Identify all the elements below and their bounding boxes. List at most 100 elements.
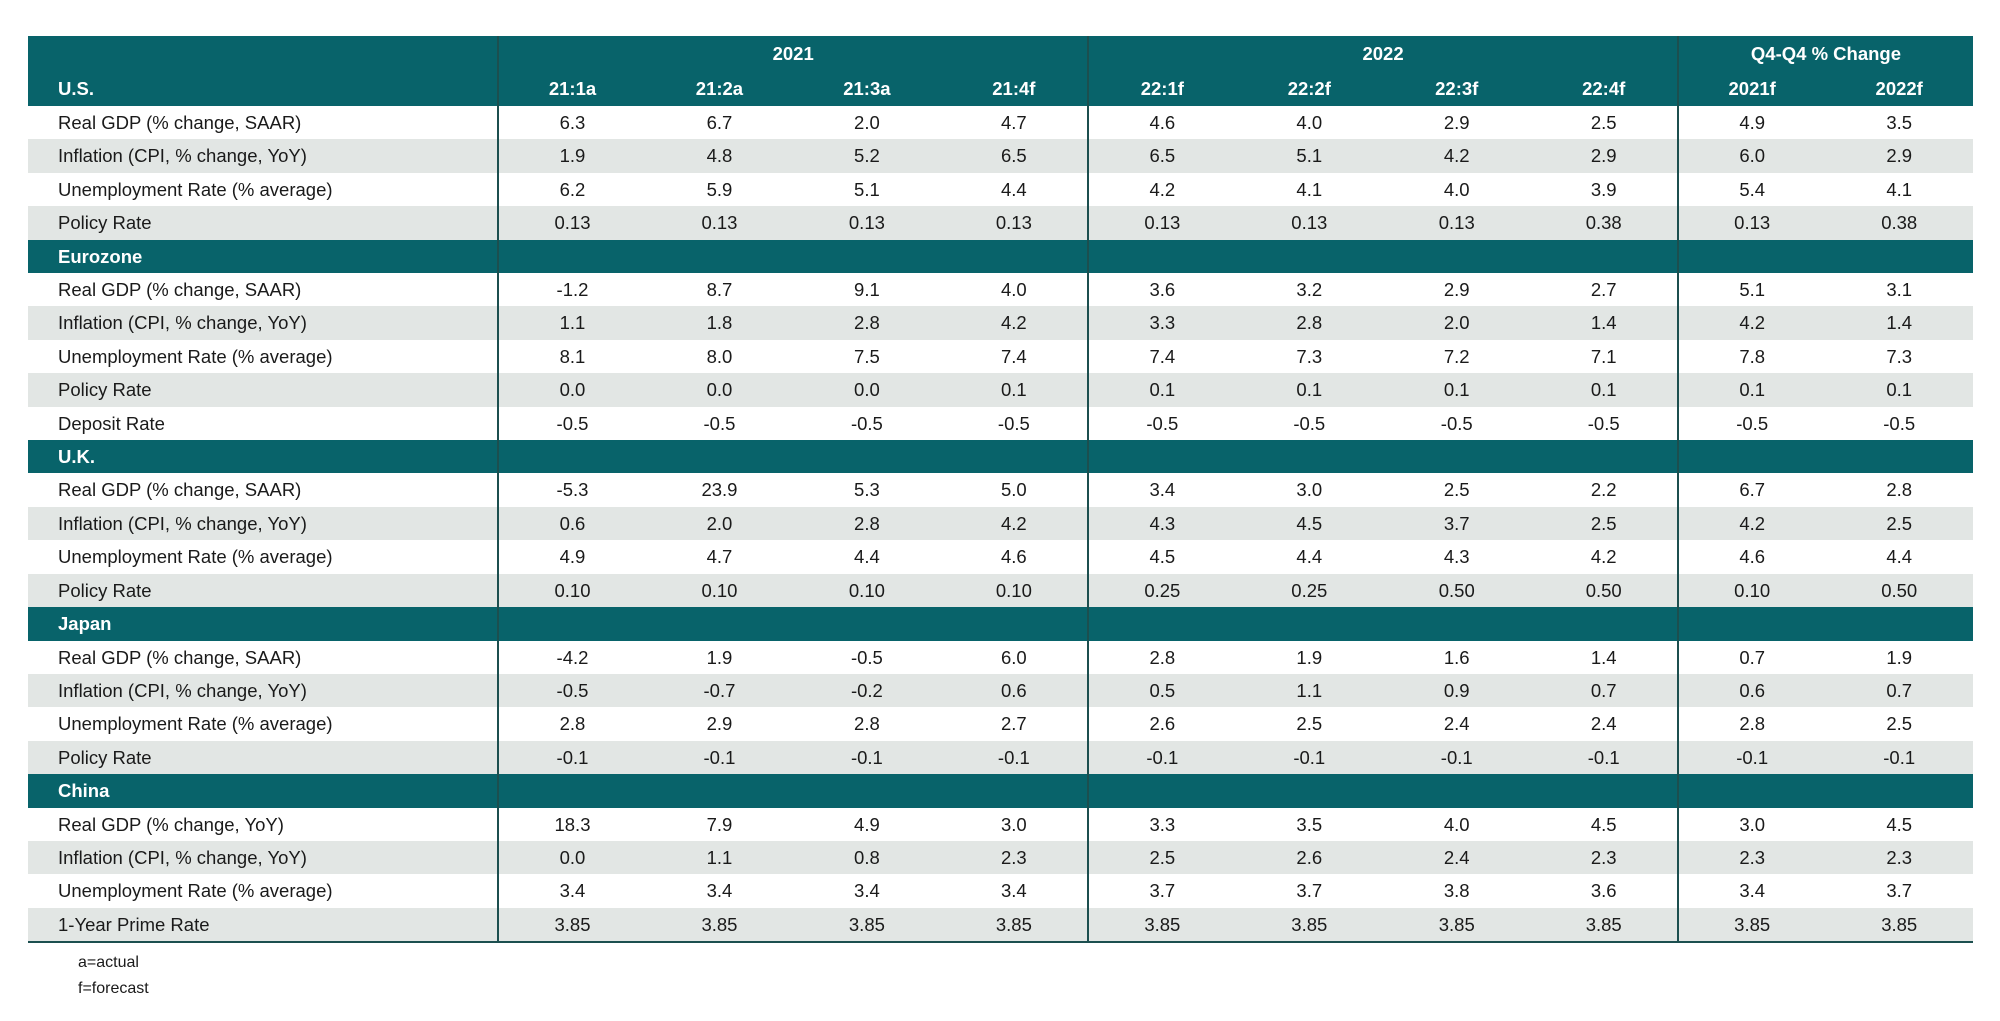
header-group-row: 2021 2022 Q4-Q4 % Change	[28, 36, 1973, 72]
column-header: 21:2a	[645, 72, 794, 106]
table-cell: 2.5	[1530, 106, 1678, 140]
table-cell: 3.3	[1087, 306, 1236, 340]
table-cell: 1.4	[1825, 306, 1973, 340]
section-header-fill	[940, 239, 1089, 274]
table-cell: 4.0	[1383, 807, 1531, 841]
section-header-fill	[1087, 774, 1236, 808]
table-cell: 0.25	[1087, 573, 1236, 608]
table-cell: 0.38	[1530, 206, 1678, 240]
row-label: Real GDP (% change, SAAR)	[28, 273, 499, 307]
table-row: Unemployment Rate (% average) 4.9 4.7 4.4 4.…	[28, 540, 1973, 574]
table-cell: 4.4	[793, 540, 941, 574]
table-cell: 2.4	[1383, 840, 1531, 875]
column-header: 2022f	[1825, 72, 1973, 106]
table-cell: -0.5	[497, 673, 646, 708]
table-cell: 0.6	[940, 673, 1089, 708]
footnotes: a=actual f=forecast	[78, 950, 149, 1002]
table-cell: 0.5	[1087, 673, 1236, 708]
section-header-fill	[497, 774, 646, 808]
table-cell: 2.2	[1530, 473, 1678, 507]
table-cell: -0.5	[497, 406, 646, 441]
table-cell: 0.9	[1383, 673, 1531, 708]
section-header-fill	[1087, 440, 1236, 474]
table-cell: 8.0	[645, 339, 794, 374]
table-cell: 6.2	[497, 172, 646, 207]
table-cell: 7.5	[793, 339, 941, 374]
table-cell: 4.3	[1383, 540, 1531, 574]
group-header-q4-q4-change: Q4-Q4 % Change	[1676, 36, 1973, 72]
table-cell: 0.7	[1530, 673, 1678, 708]
table-cell: 2.8	[793, 707, 941, 741]
table-cell: 4.1	[1235, 172, 1384, 207]
table-cell: -0.2	[793, 673, 941, 708]
row-label: Unemployment Rate (% average)	[28, 540, 499, 574]
section-header-fill	[1087, 607, 1236, 641]
row-label: Real GDP (% change, SAAR)	[28, 473, 499, 507]
table-cell: 3.85	[1825, 907, 1973, 944]
table-cell: 2.5	[1235, 707, 1384, 741]
table-cell: 2.8	[1825, 473, 1973, 507]
table-cell: 3.8	[1383, 874, 1531, 908]
table-cell: 2.9	[1530, 139, 1678, 173]
row-label: Policy Rate	[28, 573, 499, 608]
table-cell: 0.10	[1676, 573, 1826, 608]
table-cell: 4.2	[1676, 306, 1826, 340]
table-row: Inflation (CPI, % change, YoY) 1.1 1.8 2.8 4…	[28, 306, 1973, 340]
table-cell: -0.5	[1087, 406, 1236, 441]
table-cell: 2.5	[1383, 473, 1531, 507]
table-row: Real GDP (% change, SAAR) -4.2 1.9 -0.5 6.0 2…	[28, 640, 1973, 674]
table-cell: 4.3	[1087, 506, 1236, 541]
table-cell: 6.3	[497, 106, 646, 140]
table-cell: 8.7	[645, 273, 794, 307]
table-cell: 2.7	[1530, 273, 1678, 307]
section-header-fill	[1676, 440, 1826, 474]
section-header-row: China	[28, 774, 1973, 808]
table-cell: 0.50	[1383, 573, 1531, 608]
table-cell: 3.7	[1087, 874, 1236, 908]
table-cell: -0.5	[940, 406, 1089, 441]
table-cell: -0.5	[1825, 406, 1973, 441]
column-header: 2021f	[1676, 72, 1826, 106]
table-row: Inflation (CPI, % change, YoY) 0.0 1.1 0.8 2…	[28, 840, 1973, 875]
table-cell: 3.85	[645, 907, 794, 944]
section-header-fill	[793, 440, 941, 474]
table-row: Real GDP (% change, SAAR) 6.3 6.7 2.0 4.7 4.6…	[28, 106, 1973, 140]
table-cell: 2.9	[1383, 273, 1531, 307]
table-cell: 3.4	[1676, 874, 1826, 908]
table-cell: 6.0	[1676, 139, 1826, 173]
table-cell: -0.1	[1676, 740, 1826, 775]
table-cell: -0.1	[1530, 740, 1678, 775]
table-cell: 0.7	[1676, 640, 1826, 674]
table-cell: 4.9	[1676, 106, 1826, 140]
table-row: Inflation (CPI, % change, YoY) 1.9 4.8 5.2 6…	[28, 139, 1973, 173]
table-cell: 0.13	[793, 206, 941, 240]
row-label: Policy Rate	[28, 206, 499, 240]
table-cell: 3.85	[497, 907, 646, 944]
table-cell: 4.5	[1825, 807, 1973, 841]
economic-forecast-table: 2021 2022 Q4-Q4 % Change U.S. 21:1a 21:2…	[28, 36, 1973, 944]
table-cell: 0.1	[1235, 373, 1384, 407]
table-cell: 1.4	[1530, 306, 1678, 340]
section-title: U.K.	[28, 440, 499, 474]
row-label: Unemployment Rate (% average)	[28, 172, 499, 207]
table-cell: 3.4	[793, 874, 941, 908]
table-cell: 0.8	[793, 840, 941, 875]
table-cell: 3.85	[1530, 907, 1678, 944]
table-cell: -0.1	[1087, 740, 1236, 775]
section-header-fill	[497, 607, 646, 641]
table-cell: -0.1	[1383, 740, 1531, 775]
table-cell: 2.5	[1087, 840, 1236, 875]
section-header-fill	[1235, 440, 1384, 474]
table-cell: 0.1	[1825, 373, 1973, 407]
table-cell: 2.3	[1825, 840, 1973, 875]
table-cell: 0.7	[1825, 673, 1973, 708]
table-cell: 3.85	[793, 907, 941, 944]
table-cell: 2.3	[1530, 840, 1678, 875]
table-cell: 8.1	[497, 339, 646, 374]
section-header-fill	[1087, 239, 1236, 274]
table-cell: 4.2	[940, 306, 1089, 340]
table-cell: 6.7	[645, 106, 794, 140]
table-cell: 6.7	[1676, 473, 1826, 507]
table-cell: 7.3	[1825, 339, 1973, 374]
row-label: Inflation (CPI, % change, YoY)	[28, 506, 499, 541]
